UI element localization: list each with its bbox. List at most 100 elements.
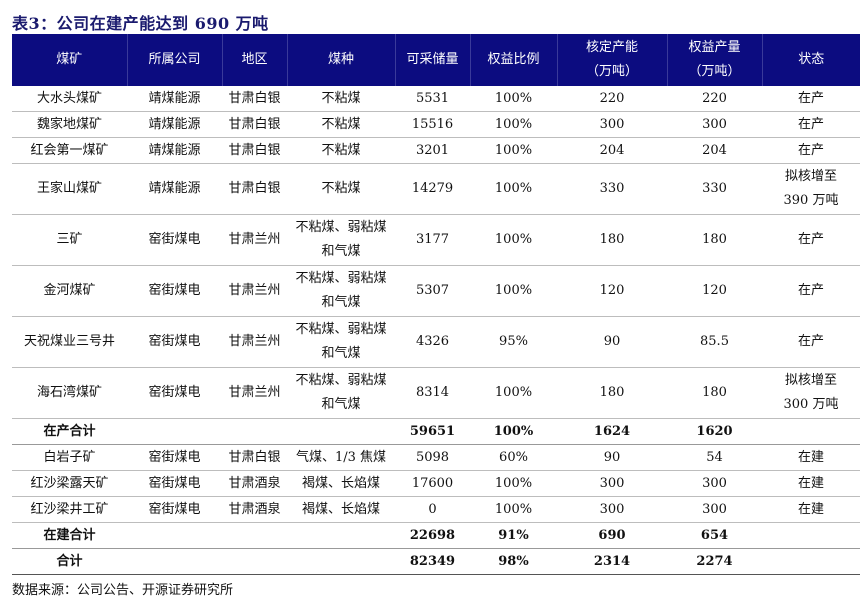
table-cell: 204 bbox=[667, 137, 762, 164]
table-body: 大水头煤矿 靖煤能源 甘肃白银 不粘煤 5531 100% 220 220 在产 魏家地煤矿 靖煤能… bbox=[12, 86, 860, 575]
table-cell: 90 bbox=[557, 316, 667, 368]
table-cell: 在产 bbox=[762, 137, 860, 164]
table-cell bbox=[762, 548, 860, 575]
table-row: 金河煤矿 窑街煤电 甘肃兰州 不粘煤、弱粘煤 和气煤 5307 100% 120 120 在产 bbox=[12, 265, 860, 317]
table-cell: 3177 bbox=[395, 214, 470, 266]
table-cell bbox=[222, 548, 287, 575]
table-cell: 98% bbox=[470, 548, 557, 575]
table-cell: 拟核增至 390 万吨 bbox=[762, 163, 860, 215]
table-cell: 1624 bbox=[557, 418, 667, 445]
table-cell: 三矿 bbox=[12, 214, 127, 266]
table-cell: 不粘煤 bbox=[287, 163, 395, 215]
table-cell: 在产合计 bbox=[12, 418, 127, 445]
table-cell: 14279 bbox=[395, 163, 470, 215]
table-cell: 2274 bbox=[667, 548, 762, 575]
table-cell: 3201 bbox=[395, 137, 470, 164]
table-cell: 60% bbox=[470, 444, 557, 471]
table-cell: 天祝煤业三号井 bbox=[12, 316, 127, 368]
column-header: 煤种 bbox=[287, 34, 396, 86]
table-cell: 120 bbox=[667, 265, 762, 317]
column-header: 权益产量 （万吨） bbox=[667, 34, 763, 86]
table-cell: 红沙梁井工矿 bbox=[12, 496, 127, 523]
table-cell: 90 bbox=[557, 444, 667, 471]
table-cell: 在产 bbox=[762, 265, 860, 317]
table-cell: 在产 bbox=[762, 86, 860, 112]
table-cell: 在产 bbox=[762, 214, 860, 266]
table-cell: 4326 bbox=[395, 316, 470, 368]
column-header: 可采储量 bbox=[395, 34, 471, 86]
table-cell: 王家山煤矿 bbox=[12, 163, 127, 215]
table-cell bbox=[222, 418, 287, 445]
table-cell: 5098 bbox=[395, 444, 470, 471]
table-cell: 大水头煤矿 bbox=[12, 86, 127, 112]
table-cell: 5307 bbox=[395, 265, 470, 317]
table-cell: 300 bbox=[667, 496, 762, 523]
table-cell: 窑街煤电 bbox=[127, 496, 222, 523]
coal-mine-table: 煤矿 所属公司 地区 煤种 可采储量 权益比例 核定产能 （万吨） 权益产量 （万吨） 状态 大… bbox=[12, 34, 860, 575]
table-cell: 甘肃酒泉 bbox=[222, 496, 287, 523]
table-cell: 甘肃兰州 bbox=[222, 214, 287, 266]
table-cell: 不粘煤 bbox=[287, 111, 395, 138]
table-cell: 窑街煤电 bbox=[127, 265, 222, 317]
table-cell: 甘肃兰州 bbox=[222, 367, 287, 419]
table-cell: 靖煤能源 bbox=[127, 137, 222, 164]
table-cell: 220 bbox=[557, 86, 667, 112]
table-cell: 在建合计 bbox=[12, 522, 127, 549]
total-row: 合计 82349 98% 2314 2274 bbox=[12, 548, 860, 575]
table-cell: 300 bbox=[557, 496, 667, 523]
table-cell: 100% bbox=[470, 137, 557, 164]
total-row: 在产合计 59651 100% 1624 1620 bbox=[12, 418, 860, 445]
table-cell: 甘肃白银 bbox=[222, 444, 287, 471]
table-cell: 100% bbox=[470, 470, 557, 497]
table-cell: 17600 bbox=[395, 470, 470, 497]
table-cell: 91% bbox=[470, 522, 557, 549]
table-cell: 窑街煤电 bbox=[127, 214, 222, 266]
table-cell: 窑街煤电 bbox=[127, 444, 222, 471]
table-cell: 不粘煤、弱粘煤 和气煤 bbox=[287, 316, 395, 368]
table-cell: 甘肃白银 bbox=[222, 137, 287, 164]
table-cell: 100% bbox=[470, 86, 557, 112]
table-cell bbox=[222, 522, 287, 549]
table-cell: 100% bbox=[470, 214, 557, 266]
table-row: 王家山煤矿 靖煤能源 甘肃白银 不粘煤 14279 100% 330 330 拟核增至 390 … bbox=[12, 163, 860, 215]
column-header: 所属公司 bbox=[127, 34, 223, 86]
column-header: 权益比例 bbox=[470, 34, 558, 86]
table-cell: 22698 bbox=[395, 522, 470, 549]
table-cell: 120 bbox=[557, 265, 667, 317]
table-cell: 靖煤能源 bbox=[127, 86, 222, 112]
table-row: 白岩子矿 窑街煤电 甘肃白银 气煤、1/3 焦煤 5098 60% 90 54 在建 bbox=[12, 444, 860, 471]
table-cell: 5531 bbox=[395, 86, 470, 112]
table-cell: 0 bbox=[395, 496, 470, 523]
table-cell: 100% bbox=[470, 367, 557, 419]
table-cell: 窑街煤电 bbox=[127, 470, 222, 497]
table-cell: 气煤、1/3 焦煤 bbox=[287, 444, 395, 471]
source-note: 数据来源：公司公告、开源证券研究所 bbox=[12, 583, 234, 598]
table-cell: 在建 bbox=[762, 444, 860, 471]
table-cell: 180 bbox=[667, 367, 762, 419]
table-cell bbox=[127, 522, 222, 549]
table-cell bbox=[127, 548, 222, 575]
table-cell: 红沙梁露天矿 bbox=[12, 470, 127, 497]
table-title: 表3：公司在建产能达到 690 万吨 bbox=[12, 14, 269, 33]
table-row: 三矿 窑街煤电 甘肃兰州 不粘煤、弱粘煤 和气煤 3177 100% 180 180 在产 bbox=[12, 214, 860, 266]
table-cell: 690 bbox=[557, 522, 667, 549]
table-cell: 在产 bbox=[762, 316, 860, 368]
table-cell: 100% bbox=[470, 265, 557, 317]
header-row: 煤矿 所属公司 地区 煤种 可采储量 权益比例 核定产能 （万吨） 权益产量 （万吨） 状态 bbox=[12, 34, 860, 86]
table-cell: 300 bbox=[557, 470, 667, 497]
table-cell: 330 bbox=[557, 163, 667, 215]
table-cell: 100% bbox=[470, 163, 557, 215]
table-cell: 82349 bbox=[395, 548, 470, 575]
table-row: 海石湾煤矿 窑街煤电 甘肃兰州 不粘煤、弱粘煤 和气煤 8314 100% 180 180 拟核… bbox=[12, 367, 860, 419]
column-header: 状态 bbox=[762, 34, 860, 86]
table-row: 红会第一煤矿 靖煤能源 甘肃白银 不粘煤 3201 100% 204 204 在产 bbox=[12, 137, 860, 164]
table-cell: 654 bbox=[667, 522, 762, 549]
table-cell: 330 bbox=[667, 163, 762, 215]
table-cell: 1620 bbox=[667, 418, 762, 445]
table-cell: 不粘煤 bbox=[287, 137, 395, 164]
table-row: 魏家地煤矿 靖煤能源 甘肃白银 不粘煤 15516 100% 300 300 在产 bbox=[12, 111, 860, 138]
table-cell: 180 bbox=[667, 214, 762, 266]
table-cell: 300 bbox=[557, 111, 667, 138]
table-cell: 不粘煤 bbox=[287, 86, 395, 112]
table-cell: 180 bbox=[557, 214, 667, 266]
